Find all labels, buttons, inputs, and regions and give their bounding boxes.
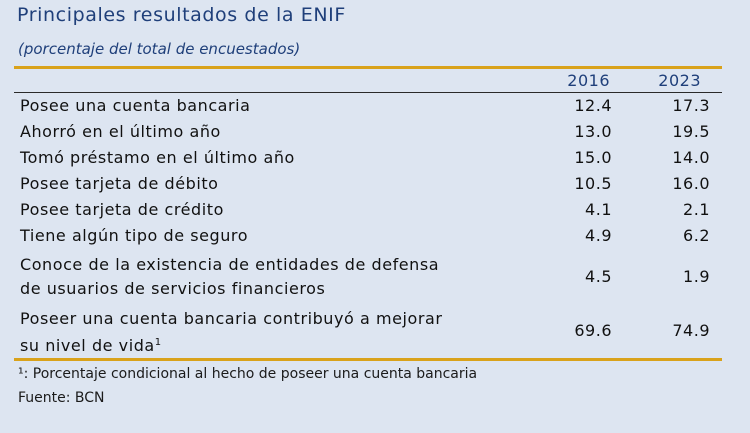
value-2016: 4.1	[585, 200, 612, 219]
value-2016: 4.5	[585, 267, 612, 286]
value-2023: 16.0	[672, 174, 710, 193]
row-label-line2: su nivel de vida	[20, 336, 155, 355]
value-2023: 19.5	[672, 122, 710, 141]
header-rule	[14, 92, 722, 93]
row-label: Posee tarjeta de crédito	[20, 200, 224, 219]
value-2016: 12.4	[574, 96, 612, 115]
value-2023: 17.3	[672, 96, 710, 115]
value-2016: 4.9	[585, 226, 612, 245]
bottom-rule	[14, 358, 722, 361]
row-label: Tomó préstamo en el último año	[20, 148, 295, 167]
value-2023: 6.2	[683, 226, 710, 245]
row-label: Posee tarjeta de débito	[20, 174, 219, 193]
row-label: Posee una cuenta bancaria	[20, 96, 251, 115]
value-2023: 2.1	[683, 200, 710, 219]
row-label-line2-wrap: su nivel de vida1	[20, 330, 162, 359]
row-label-line1: Poseer una cuenta bancaria contribuyó a …	[20, 309, 443, 328]
value-2023: 1.9	[683, 267, 710, 286]
row-label-line2: de usuarios de servicios financieros	[20, 279, 326, 298]
value-2016: 10.5	[574, 174, 612, 193]
footnote-source: Fuente: BCN	[18, 390, 105, 406]
row-label-line1: Conoce de la existencia de entidades de …	[20, 255, 440, 274]
footnote-marker: 1	[154, 337, 162, 348]
page-subtitle: (porcentaje del total de encuestados)	[18, 40, 301, 58]
value-2023: 74.9	[672, 321, 710, 340]
value-2023: 14.0	[672, 148, 710, 167]
page-title: Principales resultados de la ENIF	[17, 4, 346, 26]
value-2016: 15.0	[574, 148, 612, 167]
value-2016: 69.6	[574, 321, 612, 340]
footnote-conditional: ¹: Porcentaje condicional al hecho de po…	[18, 366, 478, 382]
row-label: Ahorró en el último año	[20, 122, 221, 141]
column-header-2016: 2016	[567, 71, 610, 90]
column-header-2023: 2023	[658, 71, 701, 90]
value-2016: 13.0	[574, 122, 612, 141]
row-label: Tiene algún tipo de seguro	[20, 226, 249, 245]
top-rule	[14, 66, 722, 69]
